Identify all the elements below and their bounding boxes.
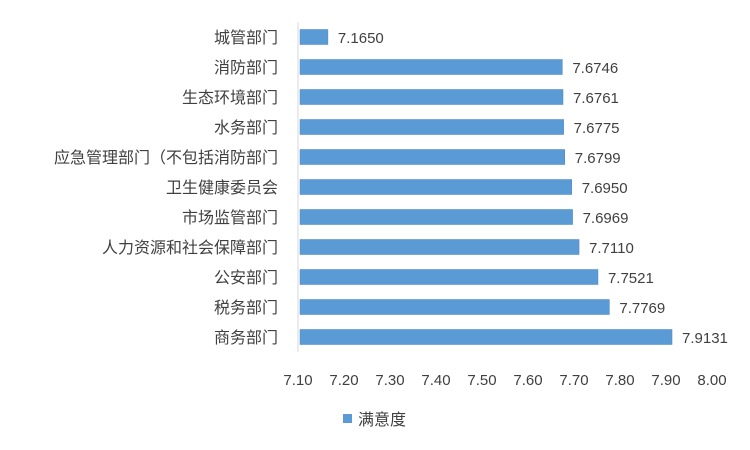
category-label: 商务部门: [214, 328, 278, 347]
category-label: 城管部门: [214, 28, 278, 47]
data-label: 7.6746: [572, 60, 618, 77]
x-tick-label: 7.80: [605, 372, 634, 389]
data-label: 7.7769: [619, 300, 665, 317]
data-label: 7.6799: [575, 150, 621, 167]
bar: [299, 59, 563, 75]
bar: [299, 89, 564, 105]
category-label: 应急管理部门（不包括消防部门: [54, 148, 278, 167]
legend-label: 满意度: [358, 410, 406, 429]
bars-layer: [299, 29, 673, 345]
x-tick-label: 7.70: [559, 372, 588, 389]
x-tick-label: 7.20: [329, 372, 358, 389]
labels-layer: 城管部门 7.1650 消防部门 7.6746 生态环境部门 7.6761 水务部门 7.67…: [54, 28, 728, 347]
bar: [299, 269, 599, 285]
data-label: 7.6969: [583, 210, 629, 227]
category-label: 税务部门: [214, 298, 278, 317]
bar: [299, 119, 564, 135]
x-tick-label: 7.10: [283, 372, 312, 389]
data-label: 7.9131: [682, 330, 728, 347]
x-tick-label: 7.60: [513, 372, 542, 389]
x-tick-label: 7.30: [375, 372, 404, 389]
data-label: 7.6950: [582, 180, 628, 197]
legend: 满意度: [343, 410, 406, 429]
data-label: 7.7521: [608, 270, 654, 287]
data-label: 7.6775: [574, 120, 620, 137]
category-label: 公安部门: [214, 268, 278, 287]
category-label: 市场监管部门: [182, 208, 278, 227]
category-label: 人力资源和社会保障部门: [102, 238, 278, 257]
bar: [299, 239, 580, 255]
category-label: 卫生健康委员会: [166, 178, 278, 197]
x-tick-label: 7.90: [651, 372, 680, 389]
bar: [299, 329, 673, 345]
category-label: 水务部门: [214, 118, 278, 137]
x-tick-label: 7.40: [421, 372, 450, 389]
x-tick-label: 7.50: [467, 372, 496, 389]
data-label: 7.7110: [589, 240, 634, 257]
data-label: 7.1650: [338, 30, 384, 47]
bar: [299, 179, 572, 195]
bar: [299, 29, 329, 45]
x-tick-label: 8.00: [697, 372, 726, 389]
bar: [299, 209, 573, 225]
legend-swatch: [343, 414, 352, 423]
bar: [299, 299, 610, 315]
category-label: 生态环境部门: [182, 88, 278, 107]
ticks-layer: 7.10 7.20 7.30 7.40 7.50 7.60 7.70 7.80 7.90 8.00: [283, 372, 726, 389]
category-label: 消防部门: [214, 58, 278, 77]
bar: [299, 149, 566, 165]
data-label: 7.6761: [573, 90, 619, 107]
